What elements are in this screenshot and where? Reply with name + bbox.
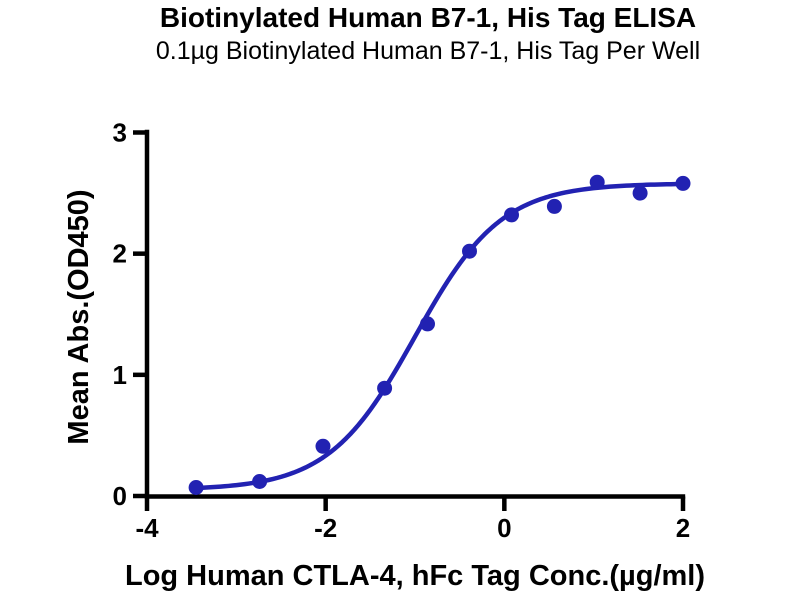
data-point-4: [420, 316, 435, 332]
y-tick-label-0: 0: [113, 481, 127, 511]
y-tick-label-2: 2: [113, 239, 127, 269]
data-point-8: [589, 174, 605, 190]
x-tick-label-0: 0: [497, 513, 511, 543]
data-point-7: [546, 198, 562, 214]
x-tick-label-2: 2: [676, 513, 690, 543]
x-axis-label: Log Human CTLA-4, hFc Tag Conc.(µg/ml): [125, 560, 705, 592]
x-tick-label--4: -4: [135, 513, 159, 543]
axes: [133, 129, 686, 511]
x-tick-label--2: -2: [314, 513, 337, 543]
data-point-5: [462, 243, 477, 259]
data-point-2: [315, 438, 331, 454]
chart-title: Biotinylated Human B7-1, His Tag ELISA: [159, 2, 697, 33]
data-series: [188, 174, 691, 495]
y-tick-label-3: 3: [113, 118, 127, 148]
data-point-9: [632, 185, 648, 201]
data-point-1: [252, 474, 268, 489]
data-point-6: [504, 207, 519, 223]
tick-labels: -4 -2 0 2 0 1 2 3: [113, 118, 691, 544]
data-point-0: [188, 480, 204, 495]
data-point-3: [377, 380, 393, 396]
data-point-10: [675, 175, 691, 191]
y-tick-label-1: 1: [113, 360, 127, 390]
y-axis-label: Mean Abs.(OD450): [63, 189, 95, 444]
fit-curve: [193, 181, 686, 491]
chart-subtitle: 0.1µg Biotinylated Human B7-1, His Tag P…: [155, 37, 701, 65]
